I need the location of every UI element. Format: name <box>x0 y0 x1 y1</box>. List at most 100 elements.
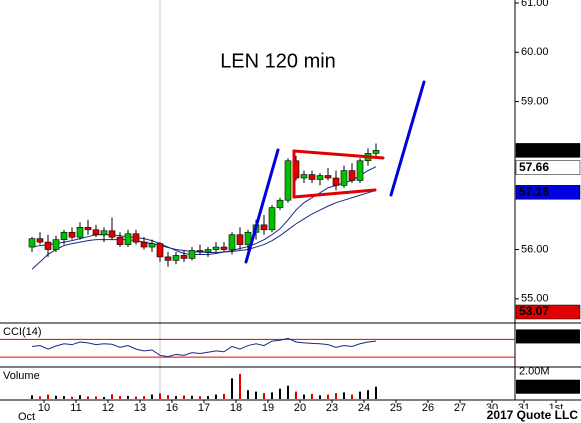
volume-bar <box>215 394 217 399</box>
candle-body <box>228 234 236 250</box>
volume-bar <box>47 394 49 399</box>
copyright-bg <box>486 409 581 422</box>
volume-bar <box>343 392 345 399</box>
volume-bar <box>111 394 113 399</box>
x-tick-label: 13 <box>134 402 146 414</box>
x-tick-label: 26 <box>422 402 434 414</box>
candle-body <box>68 231 76 238</box>
volume-bar <box>247 390 249 399</box>
month-label: Oct <box>18 411 35 423</box>
volume-bar <box>127 395 129 399</box>
y-tick-label: 60.00 <box>521 46 549 58</box>
volume-bar <box>151 394 153 399</box>
candle-body <box>236 234 244 245</box>
volume-bar <box>55 395 57 399</box>
candle-body <box>92 229 100 236</box>
volume-bar <box>183 395 185 399</box>
x-tick-label: 25 <box>390 402 402 414</box>
candle-body <box>36 238 44 243</box>
volume-bar <box>351 394 353 399</box>
x-tick-label: 10 <box>38 402 50 414</box>
candle-body <box>340 170 348 186</box>
trendlines <box>244 80 426 264</box>
price-tag <box>515 185 581 200</box>
volume-bar <box>279 388 281 399</box>
volume-bar <box>87 396 89 399</box>
candle-body <box>220 246 228 250</box>
x-tick-label: 27 <box>454 402 466 414</box>
volume-bar <box>375 386 377 399</box>
candle-body <box>268 207 276 231</box>
volume-bar <box>263 393 265 399</box>
candle-body <box>300 174 308 179</box>
x-tick-label: 20 <box>294 402 306 414</box>
candle-body <box>148 243 156 248</box>
cci-tag-label: 132.81 <box>519 329 556 343</box>
candle-body <box>132 233 140 243</box>
price-tag-label: 58.01 <box>519 143 549 157</box>
cci-line <box>31 337 377 358</box>
x-tick-label: 12 <box>102 402 114 414</box>
volume-label: Volume <box>3 370 40 382</box>
candle-body <box>156 243 164 258</box>
candle-body <box>28 238 36 248</box>
trendline <box>292 188 377 199</box>
volume-bar <box>207 396 209 399</box>
candle-body <box>348 170 356 181</box>
volume-bar <box>335 393 337 399</box>
volume-bar <box>287 385 289 399</box>
candle-body <box>356 160 364 181</box>
y-tick-label: 61.00 <box>521 0 549 9</box>
candle-body <box>140 241 148 248</box>
volume-tag <box>516 379 580 394</box>
volume-bar <box>191 395 193 399</box>
trendline <box>389 80 426 197</box>
volume-bar <box>71 396 73 399</box>
x-tick-label: 24 <box>358 402 370 414</box>
cci-label: CCI(14) <box>3 326 42 338</box>
candle-body <box>84 227 92 231</box>
candle-body <box>172 255 180 261</box>
x-tick-label: 11 <box>70 402 81 414</box>
price-tag-label: 57.66 <box>519 160 549 174</box>
price-tag <box>515 304 581 320</box>
volume-bar <box>103 396 105 399</box>
chart-title: LEN 120 min <box>220 50 336 72</box>
price-tag <box>515 143 581 158</box>
volume-bar <box>143 396 145 399</box>
candle-body <box>100 230 108 236</box>
volume-tick-label: 2.00M <box>519 365 550 377</box>
volume-bar <box>359 391 361 399</box>
trendline <box>244 148 280 264</box>
candle-body <box>324 175 332 179</box>
volume-bar <box>327 394 329 399</box>
candle-body <box>116 236 124 245</box>
x-tick-label: 18 <box>230 402 242 414</box>
moving-average <box>31 189 377 270</box>
candle-body <box>332 177 340 186</box>
candle-body <box>76 227 84 238</box>
volume-bar <box>31 395 33 399</box>
volume-bar <box>255 391 257 399</box>
price-tag-label: 57.16 <box>519 184 549 198</box>
volume-bar <box>175 396 177 399</box>
volume-bar <box>295 391 297 399</box>
x-tick-label: 23 <box>326 402 338 414</box>
volume-bar <box>311 393 313 399</box>
candle-body <box>164 256 172 261</box>
y-tick-label: 59.00 <box>521 95 549 107</box>
volume-bar <box>271 392 273 399</box>
candle-body <box>372 150 380 154</box>
candle-body <box>260 224 268 231</box>
volume-bar <box>231 378 233 399</box>
candle-body <box>44 241 52 250</box>
volume-bar <box>167 395 169 399</box>
x-tick-label: 16 <box>166 402 178 414</box>
candle-body <box>52 239 60 250</box>
candle-body <box>180 255 188 259</box>
volume-bar <box>303 394 305 399</box>
volume-bar <box>63 396 65 399</box>
candle-body <box>204 249 212 253</box>
volume-bar <box>199 396 201 399</box>
